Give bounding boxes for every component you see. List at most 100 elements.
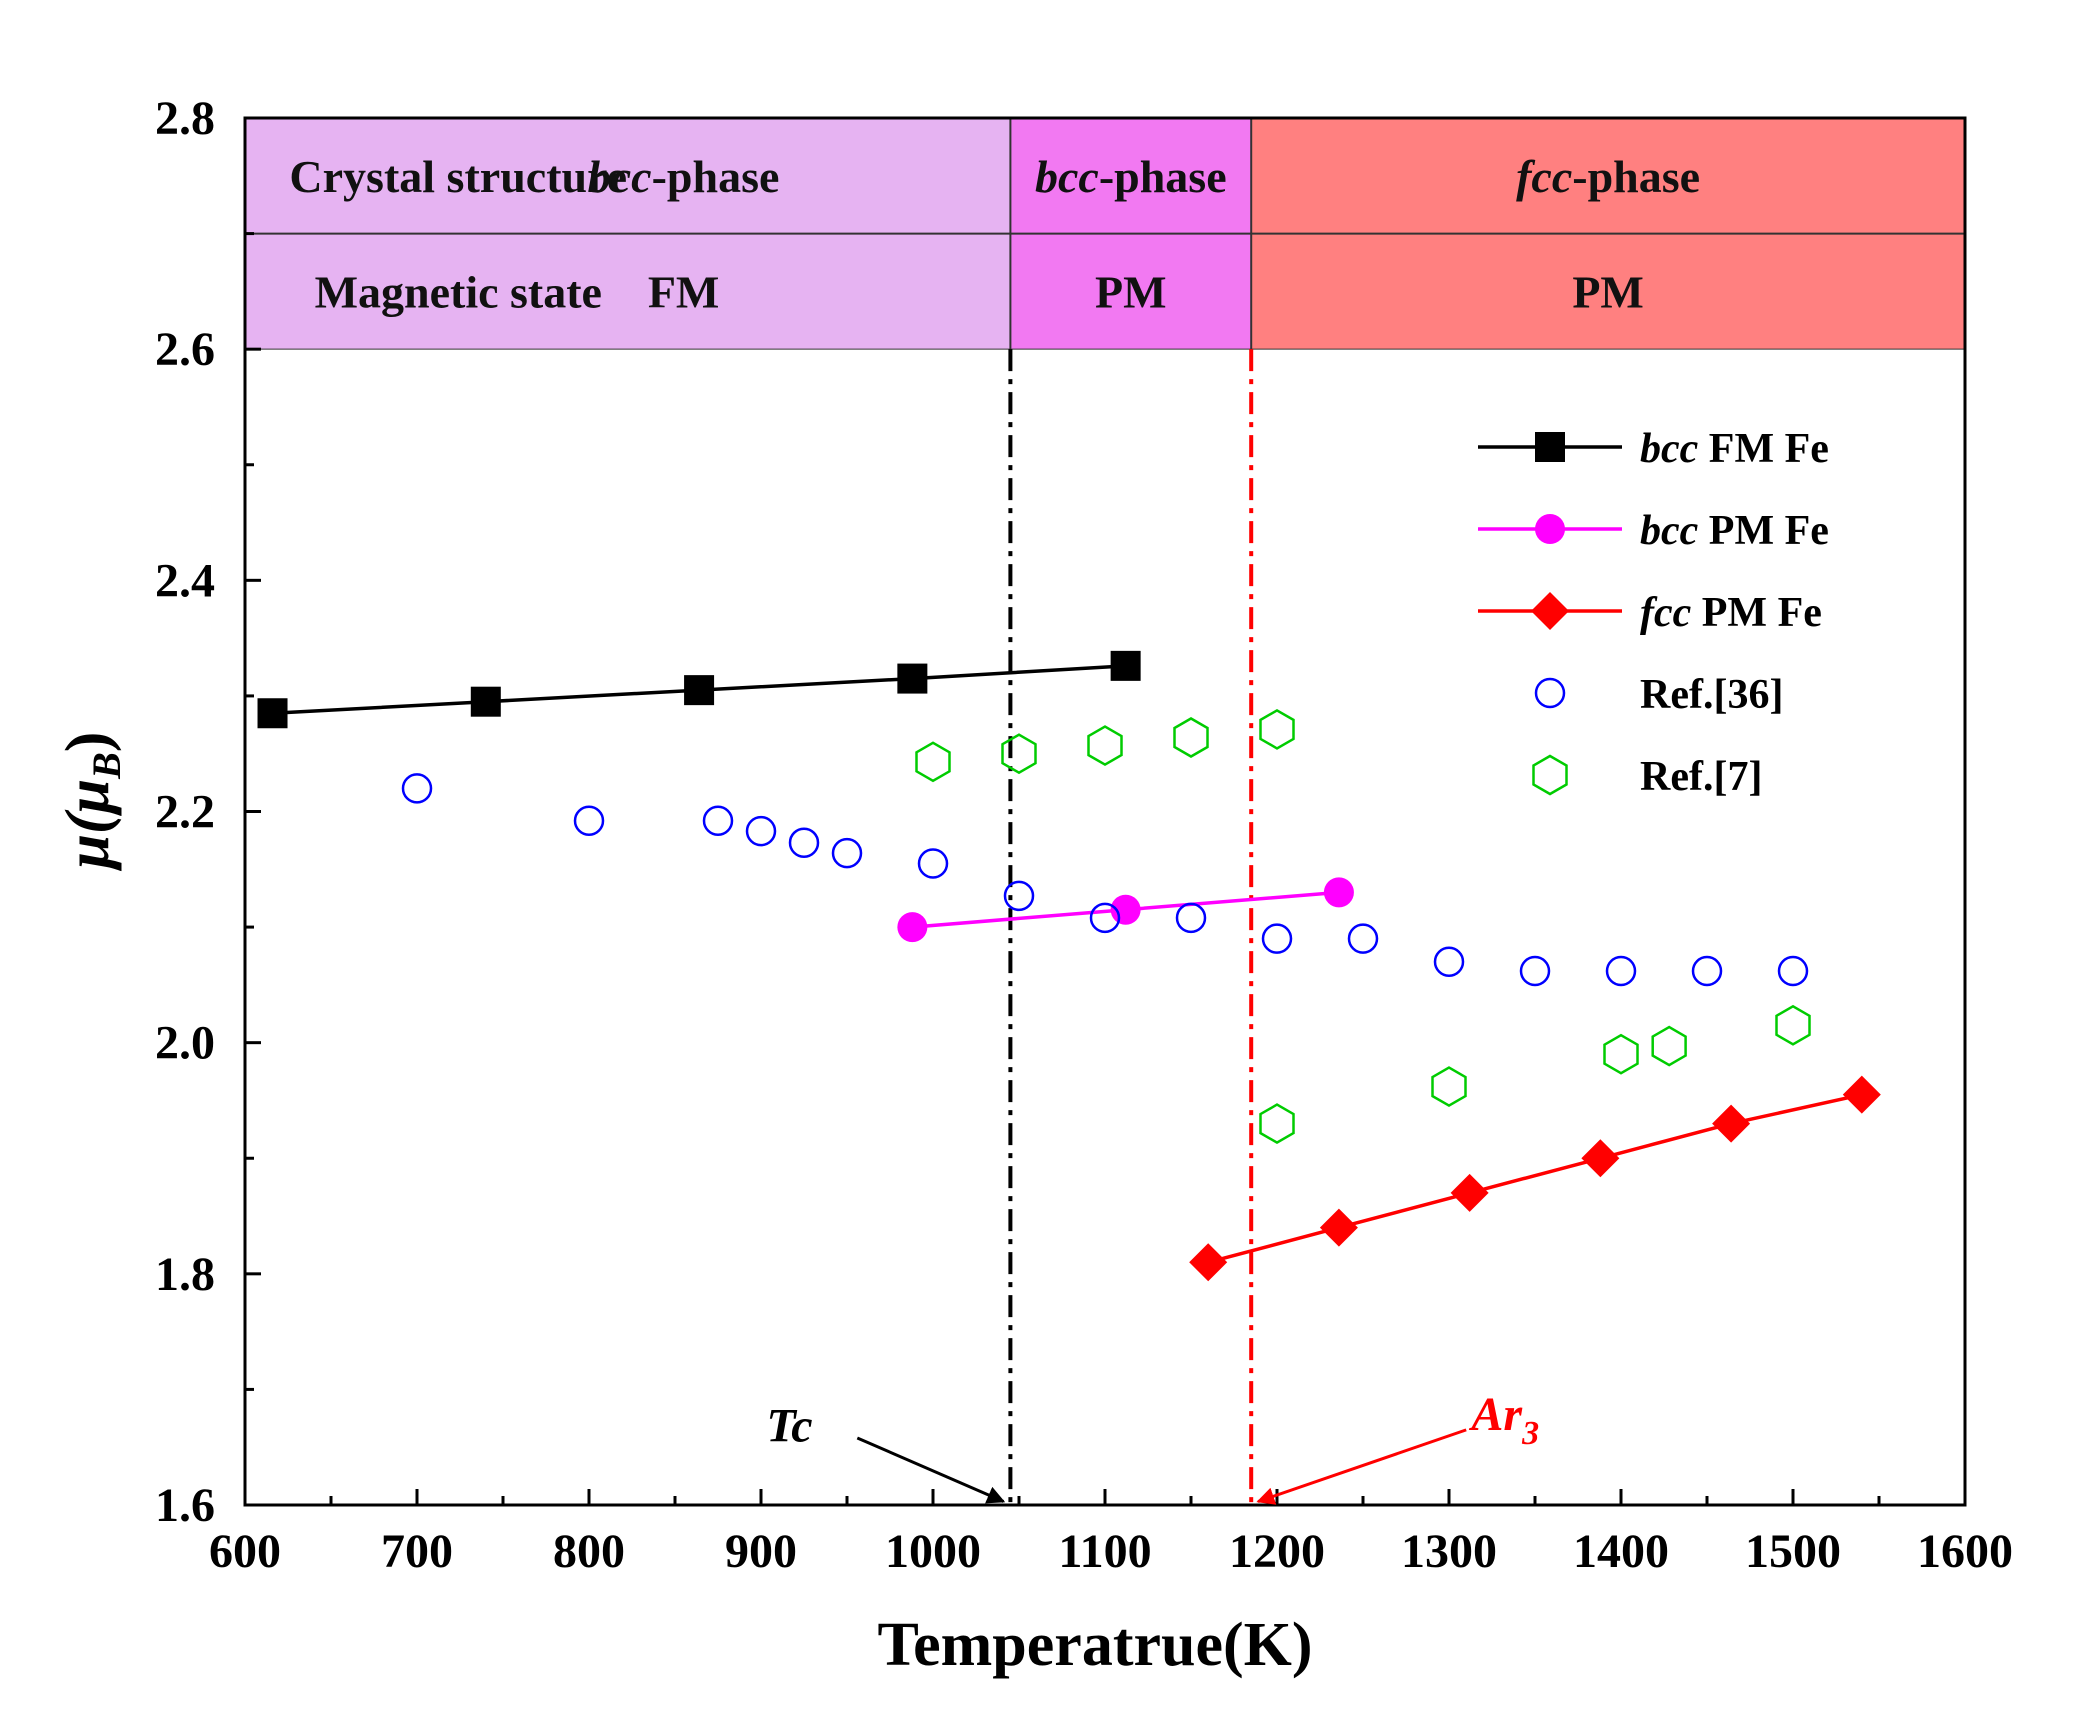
legend-label-1: bcc FM Fe [1640,426,1829,472]
series-5-point [1431,1066,1467,1108]
x-tick-label: 1600 [1917,1525,2013,1578]
header-cell-text: -phase [1099,151,1227,202]
series-1-point [897,663,928,694]
series-4-point [1175,902,1207,934]
x-tick-label: 900 [725,1525,797,1578]
vline-label-main: Ar [1468,1388,1523,1441]
series-4-point [702,805,734,836]
y-axis-title-close: ) [54,732,122,753]
series-5-point [1001,733,1037,775]
legend-marker-4 [1534,677,1566,709]
series-1-point [684,675,715,706]
header-cell-text: -phase [1572,151,1700,202]
series-3-point [1189,1243,1228,1282]
legend-marker-5 [1532,754,1568,796]
x-axis-title: Temperatrue(K) [877,1611,1312,1679]
series-4-point [1003,880,1035,912]
series-4-point [573,805,605,836]
x-tick-label: 1100 [1058,1525,1151,1578]
header-bands [245,118,1965,350]
series-4-point [745,815,777,847]
x-tick-label: 1000 [885,1525,981,1578]
series-5-point [1651,1025,1687,1067]
header-cell-r1c2: bcc-phase [1035,151,1227,202]
legend-label-5: Ref.[7] [1640,754,1762,800]
x-tick-label: 1400 [1573,1525,1669,1578]
series-4-point [831,837,863,869]
legend-label-3: fcc PM Fe [1640,590,1822,636]
header-cell-italic: bcc [1035,151,1099,202]
header-cell-r2c1: FM [648,266,720,317]
reference-lines [1008,349,1254,1505]
vline-arrow-1 [856,1436,1006,1504]
legend-marker-2 [1535,514,1565,544]
series-3-point [1450,1173,1489,1212]
series-3-point [1581,1139,1620,1178]
y-axis-title: μ(μB) [54,732,129,872]
y-tick-label: 2.0 [155,1017,215,1070]
header-cell-text: PM [1095,266,1167,317]
header-cell-text: -phase [652,151,780,202]
legend-label-2: bcc PM Fe [1640,508,1829,554]
axis-ticks [243,116,1967,1507]
header-cell-text: FM [648,266,720,317]
series-4-point [1433,946,1465,978]
series-5-point [1173,717,1209,758]
vline-label-1: Tc [766,1399,812,1452]
series-4-point [401,773,433,804]
x-tick-label: 600 [209,1525,281,1578]
y-tick-label: 2.2 [155,786,215,839]
series-4-point [1519,955,1551,987]
series-1-point [257,698,288,729]
y-axis-title-sub: B [84,752,129,780]
series-2-point [897,912,928,943]
series-5-point [1087,725,1123,767]
header-cell-italic: fcc [1516,151,1572,202]
header-row-label-1: Crystal structure [289,151,627,202]
x-tick-label: 800 [553,1525,625,1578]
vline-label-main: Tc [766,1399,812,1452]
legend-label-italic: fcc [1640,590,1692,636]
y-tick-label: 1.8 [155,1248,215,1301]
header-row-label-2: Magnetic state [315,266,602,317]
series-5-point [1603,1033,1639,1075]
y-tick-label: 2.8 [155,92,215,145]
header-cell-r2c3: PM [1572,266,1644,317]
header-cell-italic: bcc [588,151,652,202]
series-4-point [1691,955,1723,987]
x-tick-label: 1200 [1229,1525,1325,1578]
series-3-point [1712,1104,1751,1143]
series-line-3 [1207,1092,1863,1264]
series-1-point [1110,650,1141,681]
vline-label-sub: 3 [1521,1415,1539,1452]
y-tick-label: 1.6 [155,1479,215,1532]
legend-label-text: PM Fe [1691,590,1822,636]
series-5-point [1259,708,1295,750]
series-4-point [1347,923,1379,954]
series-5-point [915,741,951,783]
legend-label-italic: bcc [1640,426,1699,472]
x-tick-label: 700 [381,1525,453,1578]
annotations: Tc Ar3 [766,1388,1539,1505]
series-5-point [1775,1004,1811,1046]
series-3-point [1319,1208,1358,1247]
legend-label-text: PM Fe [1698,508,1829,554]
x-tick-label: 1300 [1401,1525,1497,1578]
axis-tick-labels: 600 700 800 900 1000 1100 1200 1300 1400 1500 1600… [155,92,2013,1578]
series-5-point [1259,1103,1295,1145]
series-1-point [470,686,501,717]
vline-label-2: Ar3 [1468,1388,1539,1452]
x-tick-label: 1500 [1745,1525,1841,1578]
header-cell-text: PM [1572,266,1644,317]
y-tick-label: 2.4 [155,554,215,607]
series-3-point [1842,1075,1881,1114]
header-cell-r1c3: fcc-phase [1516,151,1700,202]
series-4-point [788,827,820,858]
y-axis-title-main: μ(μ [54,779,122,872]
legend-label-text: FM Fe [1698,426,1829,472]
series-4-point [1777,955,1809,987]
legend-label-italic: bcc [1640,508,1699,554]
